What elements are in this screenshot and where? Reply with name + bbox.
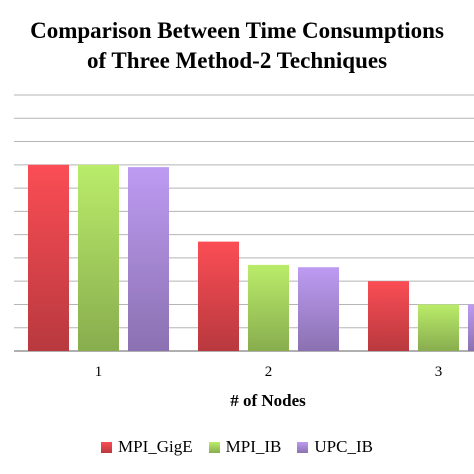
legend-swatch	[208, 441, 220, 453]
bar-upc-ib-3	[468, 304, 474, 351]
legend-label: UPC_IB	[314, 437, 373, 456]
bar-upc-ib-1	[128, 167, 169, 351]
bars	[28, 164, 474, 351]
legend-item: MPI_IB	[208, 437, 282, 457]
bar-mpi-ib-2	[248, 264, 289, 351]
legend-item: MPI_GigE	[101, 437, 193, 457]
bar-mpi-ib-1	[78, 164, 119, 351]
legend-item: UPC_IB	[297, 437, 373, 457]
legend-label: MPI_IB	[225, 437, 282, 456]
chart-title-line-2: of Three Method-2 Techniques	[86, 48, 388, 73]
legend-swatch	[297, 441, 309, 453]
x-tick-label: 1	[95, 364, 103, 380]
bar-mpi-gige-3	[368, 281, 409, 351]
legend: MPI_GigE MPI_IB UPC_IB	[0, 437, 474, 457]
x-tick-label: 2	[265, 364, 273, 380]
x-axis-label: # of Nodes	[230, 391, 306, 410]
chart-title: Comparison Between Time Consumptions of …	[0, 16, 474, 76]
bar-mpi-ib-3	[418, 304, 459, 351]
legend-label: MPI_GigE	[118, 437, 193, 456]
chart-title-line-1: Comparison Between Time Consumptions	[30, 18, 444, 43]
bar-mpi-gige-1	[28, 164, 69, 351]
x-tick-labels: 1 2 3	[95, 364, 443, 380]
bar-mpi-gige-2	[198, 241, 239, 351]
legend-swatch	[101, 441, 113, 453]
x-tick-label: 3	[435, 364, 443, 380]
bar-upc-ib-2	[298, 267, 339, 351]
